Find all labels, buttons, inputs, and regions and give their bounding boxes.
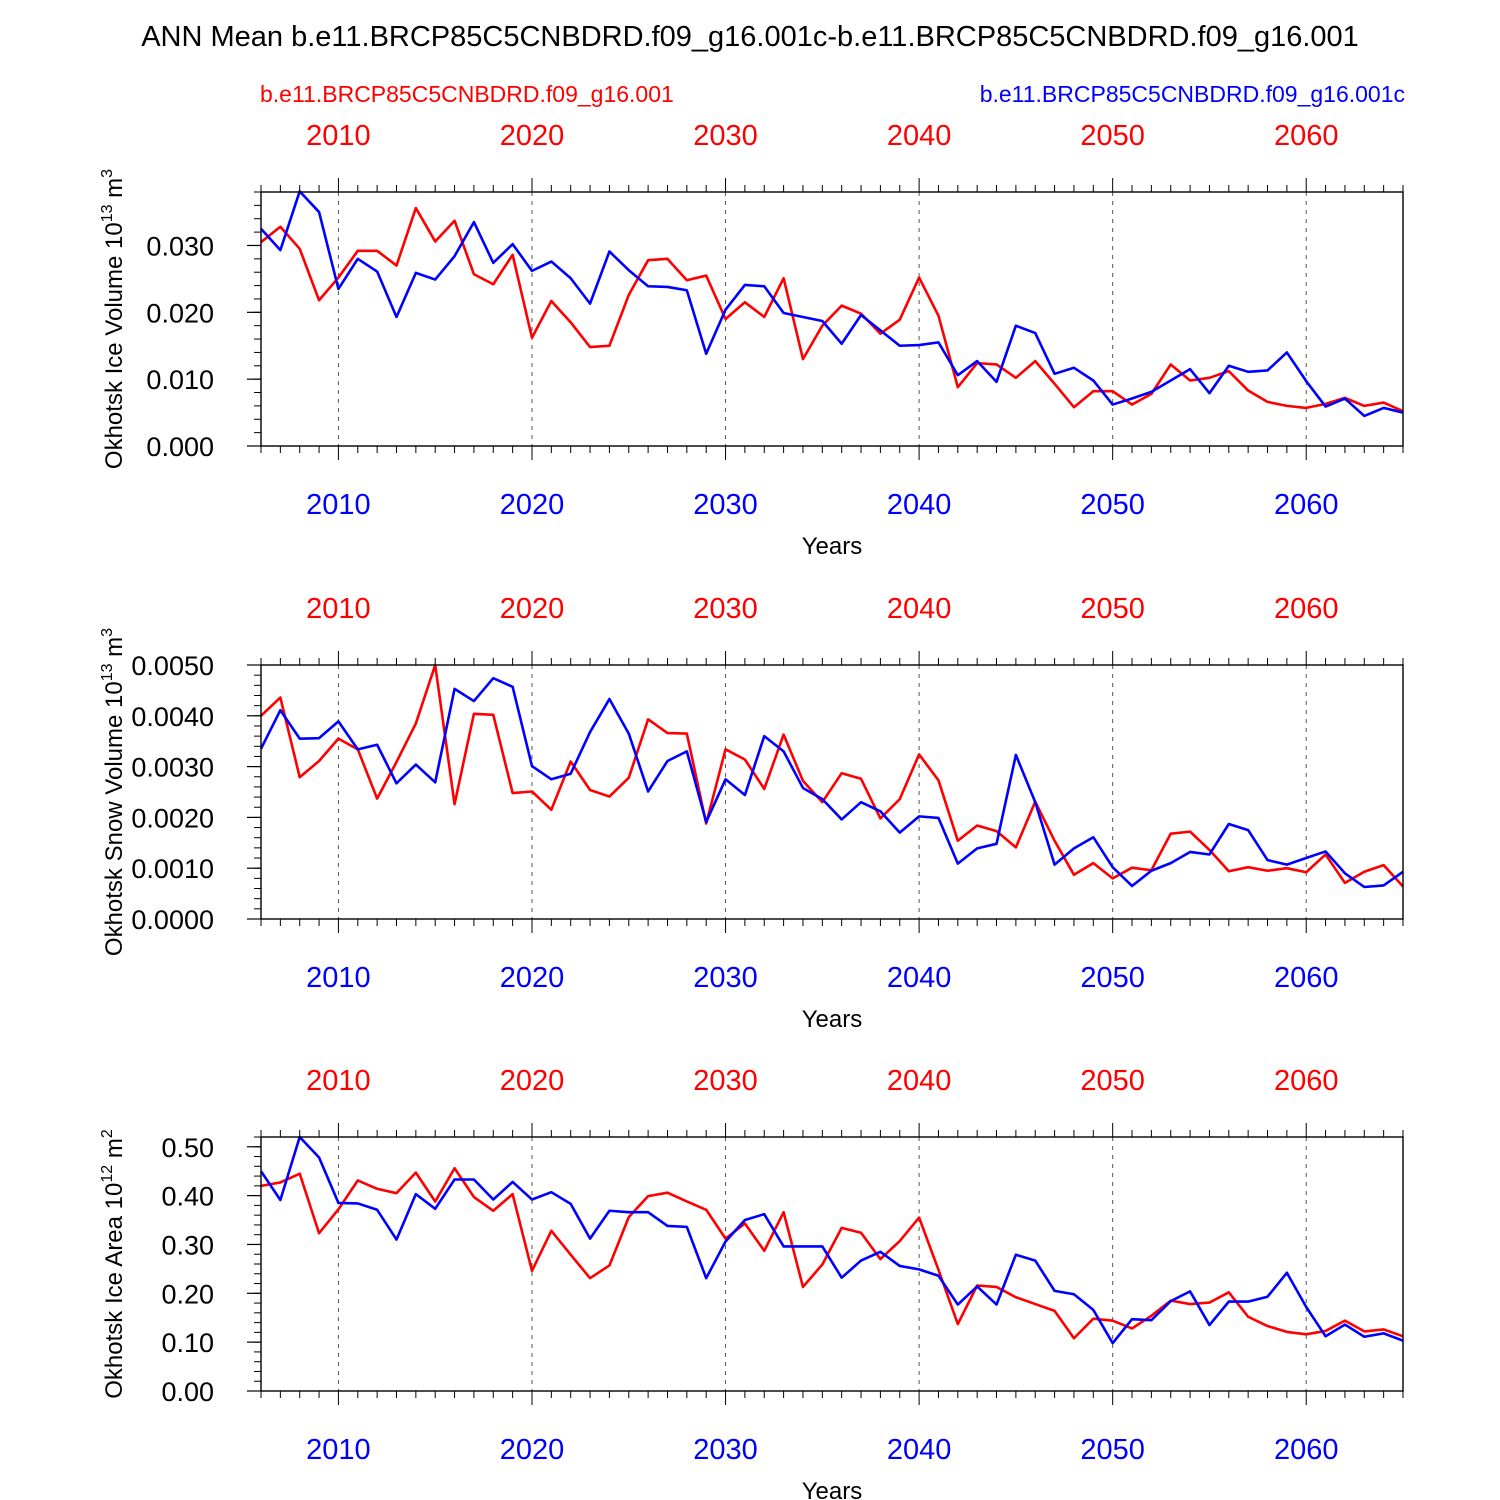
y-tick-label: 0.0000 (131, 905, 214, 935)
x-tick-label-top: 2060 (1274, 120, 1339, 152)
y-axis-title-exponent: 12 (99, 1165, 116, 1183)
x-tick-label-top: 2020 (500, 593, 565, 625)
y-axis-title-main: Okhotsk Ice Volume 10 (101, 222, 128, 469)
x-tick-label-bottom: 2050 (1080, 962, 1145, 994)
plot-frame (260, 664, 1404, 920)
chart-panel-1: 0.000 0.010 0.020 0.030 2010 2010 2020 2020 2030… (99, 120, 1404, 560)
x-tick-label-bottom: 2010 (306, 962, 371, 994)
x-tick-label-bottom: 2060 (1274, 962, 1339, 994)
y-axis-title-unit: m (101, 178, 128, 205)
x-tick-label-bottom: 2030 (693, 962, 758, 994)
x-tick-label-bottom: 2040 (887, 1434, 952, 1466)
x-tick-label-bottom: 2050 (1080, 1434, 1145, 1466)
y-tick-label: 0.0010 (131, 854, 214, 884)
y-tick-label: 0.030 (146, 231, 214, 261)
x-tick-label-bottom: 2040 (887, 489, 952, 521)
x-tick-label-bottom: 2060 (1274, 1434, 1339, 1466)
x-axis-title: Years (802, 1006, 863, 1033)
y-tick-label: 0.0030 (131, 753, 214, 783)
y-axis-title-main: Okhotsk Ice Area 10 (101, 1183, 128, 1399)
x-tick-label-top: 2040 (887, 593, 952, 625)
y-axis-title: Okhotsk Ice Area 1012 m2 (99, 1129, 128, 1399)
y-axis-title-power: 3 (99, 628, 116, 637)
x-tick-label-top: 2040 (887, 1065, 952, 1097)
x-tick-label-bottom: 2040 (887, 962, 952, 994)
x-tick-label-top: 2030 (693, 593, 758, 625)
legend-red-label: b.e11.BRCP85C5CNBDRD.f09_g16.001 (260, 81, 674, 107)
x-tick-label-top: 2020 (500, 120, 565, 152)
series-line-red (260, 1166, 1404, 1340)
y-axis-title: Okhotsk Snow Volume 1013 m3 (99, 628, 128, 956)
x-tick-label-bottom: 2020 (500, 962, 565, 994)
y-tick-label: 0.20 (161, 1279, 214, 1309)
x-tick-label-bottom: 2020 (500, 489, 565, 521)
y-axis-title-unit: m (101, 1138, 128, 1165)
x-axis-title: Years (802, 533, 863, 560)
figure-title: ANN Mean b.e11.BRCP85C5CNBDRD.f09_g16.00… (141, 21, 1359, 53)
x-tick-label-top: 2030 (693, 1065, 758, 1097)
x-tick-label-bottom: 2050 (1080, 489, 1145, 521)
series-line-blue (260, 190, 1404, 418)
y-axis-title-exponent: 13 (99, 663, 116, 681)
y-tick-label: 0.0040 (131, 702, 214, 732)
series-line-blue (259, 1135, 1404, 1345)
x-tick-label-bottom: 2060 (1274, 489, 1339, 521)
y-axis-title-main: Okhotsk Snow Volume 10 (101, 681, 128, 956)
y-tick-label: 0.50 (161, 1133, 214, 1163)
y-tick-label: 0.020 (146, 298, 214, 328)
y-axis-title-unit: m (101, 637, 128, 664)
x-tick-label-bottom: 2030 (693, 1434, 758, 1466)
x-tick-label-bottom: 2020 (500, 1434, 565, 1466)
x-tick-label-top: 2030 (693, 120, 758, 152)
x-tick-label-top: 2050 (1080, 120, 1145, 152)
plot-frame (260, 191, 1404, 447)
y-tick-label: 0.000 (146, 432, 214, 462)
y-tick-label: 0.0050 (131, 651, 214, 681)
x-tick-label-top: 2060 (1274, 1065, 1339, 1097)
x-tick-label-top: 2050 (1080, 1065, 1145, 1097)
y-tick-label: 0.10 (161, 1328, 214, 1358)
x-tick-label-top: 2050 (1080, 593, 1145, 625)
x-tick-label-top: 2010 (306, 120, 371, 152)
panels-container: 0.000 0.010 0.020 0.030 2010 2010 2020 2020 2030… (99, 120, 1404, 1500)
y-tick-label: 0.30 (161, 1230, 214, 1260)
y-axis-title: Okhotsk Ice Volume 1013 m3 (99, 169, 128, 469)
chart-panel-2: 0.0000 0.0010 0.0020 0.0030 0.0040 0.0050 2010… (99, 593, 1404, 1033)
x-tick-label-top: 2010 (306, 593, 371, 625)
x-axis-title: Years (802, 1478, 863, 1500)
y-axis-title-power: 3 (99, 169, 116, 178)
y-tick-label: 0.00 (161, 1377, 214, 1407)
x-tick-label-bottom: 2010 (306, 1434, 371, 1466)
y-axis-title-power: 2 (99, 1129, 116, 1138)
chart-panel-3: 0.00 0.10 0.20 0.30 0.40 0.50 2010 2010 2020 2020… (99, 1065, 1404, 1500)
x-tick-label-top: 2060 (1274, 593, 1339, 625)
x-tick-label-top: 2020 (500, 1065, 565, 1097)
x-tick-label-bottom: 2030 (693, 489, 758, 521)
y-tick-label: 0.010 (146, 365, 214, 395)
y-tick-label: 0.0020 (131, 803, 214, 833)
series-line-red (260, 206, 1404, 413)
x-tick-label-bottom: 2010 (306, 489, 371, 521)
x-tick-label-top: 2040 (887, 120, 952, 152)
y-tick-label: 0.40 (161, 1182, 214, 1212)
legend-blue-label: b.e11.BRCP85C5CNBDRD.f09_g16.001c (980, 81, 1405, 107)
series-line-blue (259, 676, 1404, 889)
series-line-red (260, 663, 1404, 888)
x-tick-label-top: 2010 (306, 1065, 371, 1097)
y-axis-title-exponent: 13 (99, 204, 116, 222)
